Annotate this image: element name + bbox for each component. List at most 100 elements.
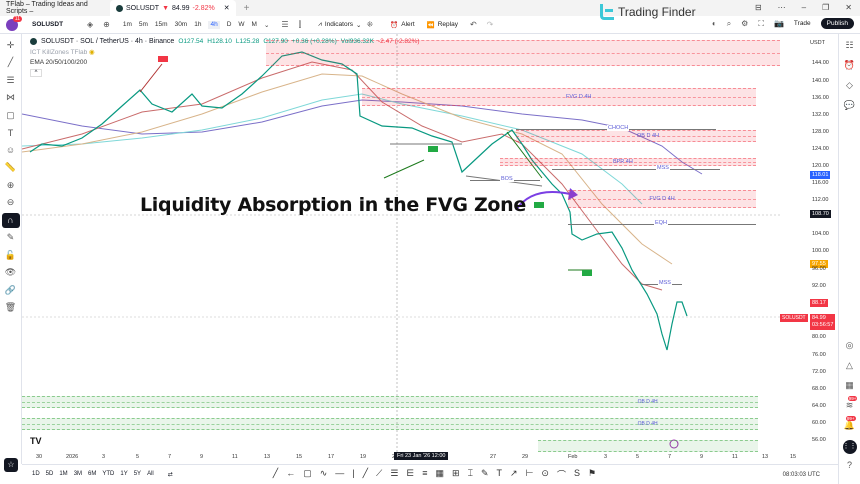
screenshot-icon[interactable]: 📷 [773,19,784,28]
text-tool-icon[interactable]: T [496,468,503,478]
interval-1h[interactable]: 1h [194,20,202,28]
range-1d[interactable]: 1D [32,471,40,477]
arrow-tool-icon[interactable]: ↗ [510,468,518,478]
interval-dropdown-icon[interactable]: ⌄ [263,21,270,29]
target-icon[interactable]: ◎ [845,340,854,350]
bar-style-icon[interactable]: ☰ [281,20,289,29]
candle-style-icon[interactable]: ⫿ [298,19,302,29]
link-icon[interactable]: 🔗 [4,284,17,295]
currency-selector[interactable]: USDT [810,40,825,46]
alerts-icon[interactable]: ⏰ [843,60,856,70]
range-5y[interactable]: 5Y [133,471,142,477]
avatar[interactable]: 11 [6,15,22,31]
indicators-dropdown-icon[interactable]: ⌄ [356,21,362,29]
horizontal-ray-icon[interactable]: ← [286,468,296,478]
more-icon[interactable]: ⋯ [777,3,786,12]
trash-icon[interactable]: 🗑 [4,302,17,313]
indicator-killzones[interactable]: ICT KillZones TFlab ◉ [30,48,420,56]
price-axis[interactable]: USDT 144.00 140.00 136.00 132.00 128.00 … [780,34,838,452]
fullscreen-icon[interactable]: ⛶ [758,18,764,28]
alert-button[interactable]: ⏰ Alert [390,21,414,29]
pip-icon[interactable]: ⊟ [754,3,762,12]
trendline-icon[interactable]: ╱ [7,57,14,68]
indicator-ema[interactable]: EMA 20/50/100/200 [30,59,88,66]
goto-date-icon[interactable]: ⇄ [167,472,173,478]
interval-1m[interactable]: 1m [122,20,132,28]
news-icon[interactable]: ≋ 99+ [845,396,858,410]
extended-line-icon[interactable]: ⟋ [376,468,383,478]
pine-icon[interactable]: △ [846,360,853,370]
parallel-channel-icon[interactable]: ☰ [390,468,399,478]
object-tree-icon[interactable]: ◇ [846,80,853,90]
maximize-button[interactable]: ❐ [822,3,830,12]
collapse-legend-button[interactable]: ^ [30,69,42,77]
chat-icon[interactable]: 💬 [843,100,856,110]
path-tool-icon[interactable]: ∿ [319,468,328,478]
clock-utc[interactable]: 08:03:03 UTC [782,471,820,478]
crosshair-icon[interactable]: ✛ [6,39,15,50]
vertical-line-icon[interactable]: | [352,468,355,478]
favorites-star-icon[interactable]: ☆ [4,458,18,472]
flag-tool-icon[interactable]: ⚑ [588,468,597,478]
circle-tool-icon[interactable]: ⊙ [541,468,549,478]
range-1m[interactable]: 1M [59,471,68,477]
ray-icon[interactable]: ╱ [362,468,369,478]
trendline-tool-icon[interactable]: ╱ [272,468,279,478]
chart-pane[interactable]: SOLUSDT · SOL / TetherUS · 4h · Binance … [22,34,780,452]
help-icon[interactable]: ? [846,460,852,470]
price-range-icon[interactable]: ⌶ [467,468,473,478]
ruler-icon[interactable]: 📏 [4,162,17,173]
replay-button[interactable]: ⏪ Replay [427,21,458,29]
close-window-button[interactable]: ✕ [845,3,852,12]
time-axis[interactable]: 30 2026 3 5 7 9 11 13 15 17 19 21 Fri 23… [22,452,796,464]
symbol-search[interactable]: SOLUSDT [32,21,64,28]
curve-tool-icon[interactable]: S [573,468,580,478]
settings-icon[interactable]: ⚙ [741,19,749,28]
templates-icon[interactable]: ⁜ [366,20,374,29]
lock-icon[interactable]: 🔓 [4,249,17,260]
zoom-in-icon[interactable]: ⊕ [6,179,15,190]
interval-15m[interactable]: 15m [154,20,168,28]
add-symbol-icon[interactable]: ⊕ [103,20,110,29]
minimize-button[interactable]: – [801,3,807,12]
theme-icon[interactable]: ◐ [711,19,717,28]
text-icon[interactable]: T [7,127,14,138]
quick-search-icon[interactable]: ⌕ [726,18,732,28]
interval-5m[interactable]: 5m [138,20,148,28]
fib-icon[interactable]: ☰ [6,74,15,85]
brush-icon[interactable]: ✎ [480,468,489,478]
gann-box-icon[interactable]: ▦ [435,468,445,478]
range-all[interactable]: All [147,471,154,477]
new-tab-button[interactable]: + [243,2,250,14]
undo-icon[interactable]: ↶ [469,20,477,29]
range-6m[interactable]: 6M [88,471,97,477]
fib-retracement-icon[interactable]: ⋿ [406,468,415,478]
gann-square-icon[interactable]: ⊞ [452,468,460,478]
notifications-icon[interactable]: 🔔 99+ [843,416,856,430]
legend-title[interactable]: SOLUSDT · SOL / TetherUS · 4h · Binance [41,38,175,45]
publish-button[interactable]: Publish [820,18,854,29]
calendar-icon[interactable]: ▦ [845,380,854,390]
hide-icon[interactable]: 👁 [4,267,17,278]
fib-extension-icon[interactable]: ≡ [422,468,428,478]
compare-icon[interactable]: ◈ [87,20,94,29]
magnet-icon[interactable]: ∩ [1,213,20,228]
tab-close-icon[interactable]: ✕ [223,5,230,12]
rectangle-tool-icon[interactable]: ▢ [303,468,312,478]
interval-m[interactable]: M [251,20,257,28]
watchlist-icon[interactable]: ☷ [845,40,854,50]
redo-icon[interactable]: ↷ [486,20,494,29]
rectangle-icon[interactable]: ▢ [6,109,15,120]
drawing-mode-icon[interactable]: ✎ [6,232,15,243]
date-range-icon[interactable]: ⊢ [525,468,534,478]
range-1y[interactable]: 1Y [120,471,128,477]
arc-tool-icon[interactable]: ⌒ [556,470,566,480]
zoom-out-icon[interactable]: ⊖ [6,197,15,208]
indicators-button[interactable]: ⩘ Indicators ⌄ [318,21,361,29]
horizontal-line-icon[interactable]: — [335,468,345,478]
interval-w[interactable]: W [238,20,245,28]
interval-d[interactable]: D [226,20,232,28]
apps-grid-icon[interactable]: ⋮⋮ [842,440,857,454]
range-ytd[interactable]: YTD [102,471,115,477]
trade-button[interactable]: Trade [793,20,811,27]
